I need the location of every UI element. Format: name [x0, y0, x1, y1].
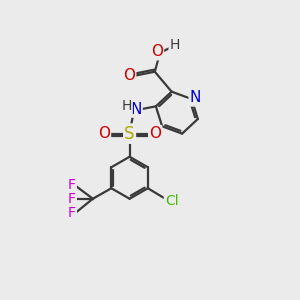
- Text: O: O: [98, 126, 110, 141]
- Text: F: F: [68, 178, 76, 192]
- Text: F: F: [68, 206, 76, 220]
- Text: S: S: [124, 125, 135, 143]
- Text: H: H: [121, 99, 132, 113]
- Text: O: O: [151, 44, 163, 59]
- Text: N: N: [190, 90, 201, 105]
- Text: F: F: [68, 192, 76, 206]
- Text: Cl: Cl: [165, 194, 178, 208]
- Text: O: O: [149, 126, 161, 141]
- Text: O: O: [123, 68, 135, 83]
- Text: N: N: [130, 102, 142, 117]
- Text: H: H: [169, 38, 180, 52]
